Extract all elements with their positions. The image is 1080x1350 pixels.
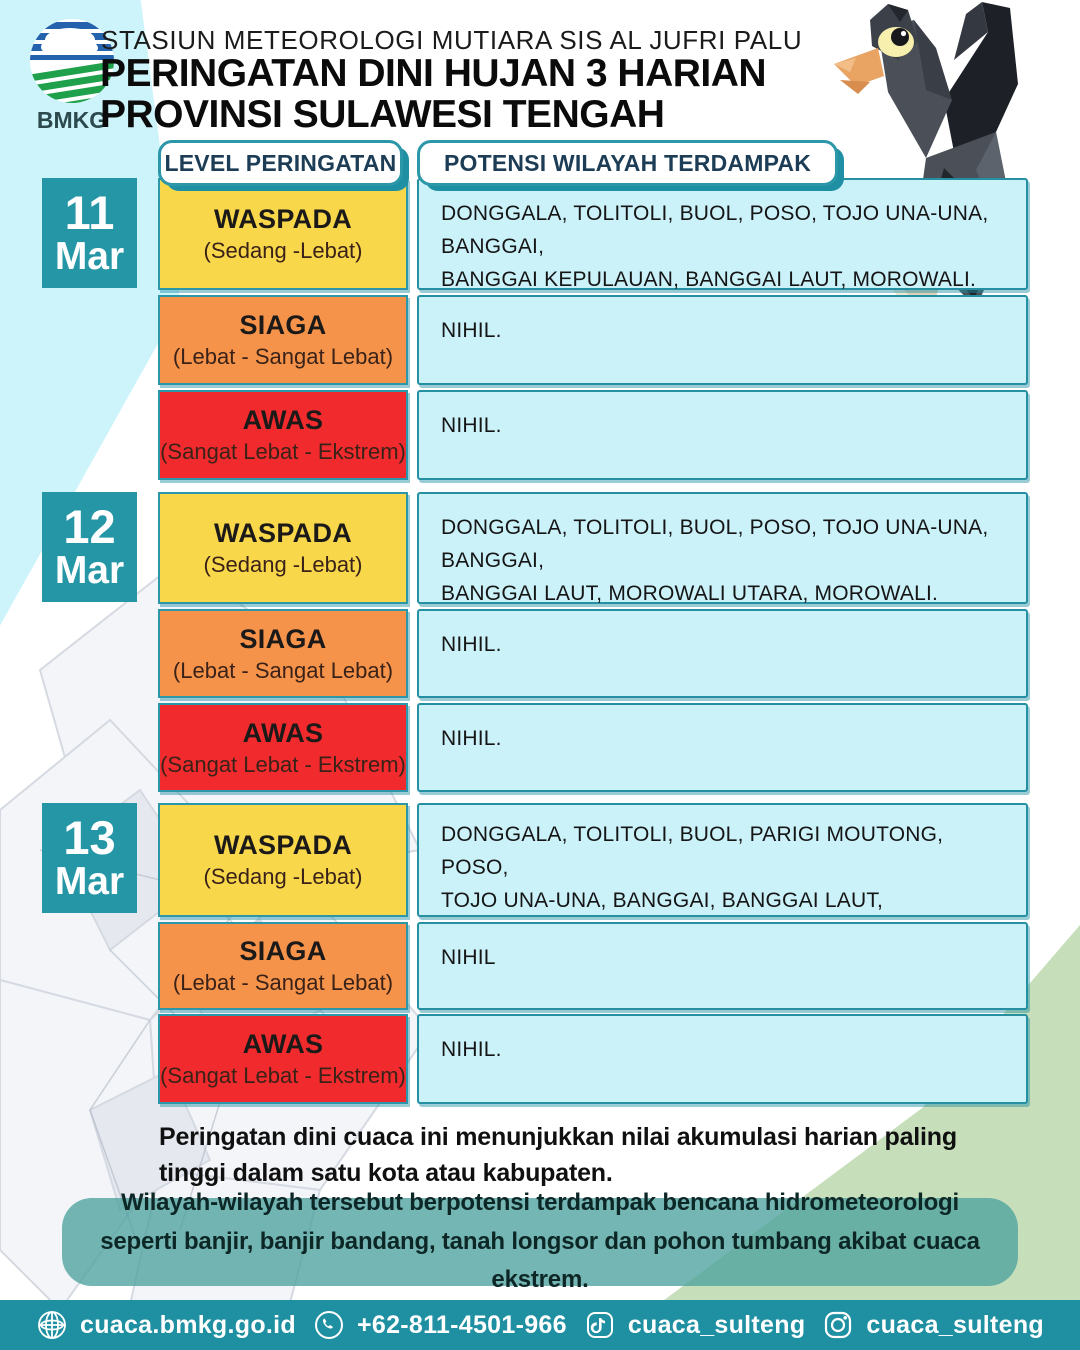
- level-name: SIAGA: [239, 936, 327, 966]
- bmkg-logo: BMKG: [30, 19, 114, 133]
- whatsapp-icon: [314, 1311, 343, 1339]
- date-number: 11: [64, 185, 115, 239]
- regions-cell: NIHIL.: [417, 609, 1028, 698]
- level-cell-waspada: WASPADA (Sedang -Lebat): [158, 492, 408, 604]
- whatsapp-label: +62-811-4501-966: [356, 1310, 567, 1339]
- regions-text: NIHIL: [441, 946, 496, 969]
- impact-note-box: Wilayah-wilayah tersebut berpotensi terd…: [62, 1189, 1018, 1293]
- regions-text: NIHIL.: [441, 1038, 502, 1061]
- level-range: (Sangat Lebat - Ekstrem): [160, 439, 406, 464]
- regions-text: DONGGALA, TOLITOLI, BUOL, POSO, TOJO UNA…: [441, 202, 989, 292]
- regions-text: NIHIL.: [441, 319, 502, 342]
- level-cell-waspada: WASPADA (Sedang -Lebat): [158, 178, 408, 290]
- whatsapp-link[interactable]: +62-811-4501-966: [313, 1309, 567, 1341]
- regions-text: NIHIL.: [441, 414, 502, 437]
- regions-text: DONGGALA, TOLITOLI, BUOL, POSO, TOJO UNA…: [441, 516, 989, 606]
- level-name: WASPADA: [213, 830, 353, 860]
- regions-cell: DONGGALA, TOLITOLI, BUOL, POSO, TOJO UNA…: [417, 178, 1028, 291]
- date-month: Mar: [54, 860, 125, 904]
- regions-text: NIHIL.: [441, 633, 502, 656]
- instagram-label: cuaca_sulteng: [866, 1310, 1044, 1339]
- title-line-2: PROVINSI SULAWESI TENGAH: [100, 92, 665, 136]
- website-link[interactable]: cuaca.bmkg.go.id: [36, 1309, 296, 1341]
- instagram-link[interactable]: cuaca_sulteng: [822, 1309, 1044, 1341]
- regions-cell: NIHIL.: [417, 703, 1028, 792]
- station-name: STASIUN METEOROLOGI MUTIARA SIS AL JUFRI…: [101, 25, 803, 55]
- date-badge-11-mar: 11 Mar: [42, 178, 137, 288]
- level-name: WASPADA: [213, 204, 353, 234]
- level-cell-awas: AWAS (Sangat Lebat - Ekstrem): [158, 703, 408, 792]
- level-range: (Sangat Lebat - Ekstrem): [160, 1063, 406, 1088]
- globe-icon: [38, 1311, 66, 1339]
- instagram-icon: [825, 1311, 852, 1339]
- level-name: AWAS: [242, 1029, 324, 1059]
- level-cell-awas: AWAS (Sangat Lebat - Ekstrem): [158, 390, 408, 480]
- level-range: (Lebat - Sangat Lebat): [172, 657, 394, 683]
- tiktok-label: cuaca_sulteng: [627, 1310, 806, 1339]
- title-line-1: PERINGATAN DINI HUJAN 3 HARIAN: [100, 52, 767, 95]
- date-month: Mar: [54, 235, 125, 279]
- regions-cell: NIHIL.: [417, 295, 1028, 385]
- level-range: (Sedang -Lebat): [203, 238, 363, 263]
- page-title: PERINGATAN DINI HUJAN 3 HARIAN PROVINSI …: [100, 52, 767, 136]
- impact-note-text: Wilayah-wilayah tersebut berpotensi terd…: [100, 1189, 980, 1294]
- level-range: (Lebat - Sangat Lebat): [172, 344, 394, 369]
- level-range: (Sangat Lebat - Ekstrem): [160, 751, 406, 777]
- bmkg-logo-text: BMKG: [37, 107, 107, 133]
- level-name: WASPADA: [213, 518, 353, 548]
- regions-cell: NIHIL.: [417, 1014, 1028, 1104]
- level-cell-siaga: SIAGA (Lebat - Sangat Lebat): [158, 295, 408, 385]
- website-label: cuaca.bmkg.go.id: [80, 1310, 296, 1339]
- level-cell-awas: AWAS (Sangat Lebat - Ekstrem): [158, 1014, 408, 1104]
- column-header-level: LEVEL PERINGATAN: [158, 140, 403, 186]
- tiktok-link[interactable]: cuaca_sulteng: [584, 1309, 806, 1341]
- level-name: SIAGA: [239, 623, 327, 654]
- level-name: AWAS: [242, 717, 324, 748]
- date-number: 13: [63, 810, 116, 864]
- contact-footer-bar: cuaca.bmkg.go.id +62-811-4501-966 cuaca_…: [0, 1300, 1080, 1350]
- regions-cell: DONGGALA, TOLITOLI, BUOL, POSO, TOJO UNA…: [417, 492, 1028, 605]
- level-range: (Sedang -Lebat): [203, 552, 363, 577]
- tiktok-icon: [586, 1312, 613, 1338]
- level-cell-siaga: SIAGA (Lebat - Sangat Lebat): [158, 609, 408, 698]
- regions-cell: NIHIL.: [417, 390, 1028, 480]
- date-number: 12: [63, 499, 116, 553]
- date-month: Mar: [54, 549, 125, 593]
- regions-text: NIHIL.: [441, 727, 502, 750]
- level-cell-siaga: SIAGA (Lebat - Sangat Lebat): [158, 922, 408, 1010]
- date-badge-13-mar: 13 Mar: [42, 803, 137, 913]
- level-name: SIAGA: [239, 310, 327, 340]
- date-badge-12-mar: 12 Mar: [42, 492, 137, 602]
- column-header-regions: POTENSI WILAYAH TERDAMPAK: [417, 140, 838, 186]
- regions-cell: DONGGALA, TOLITOLI, BUOL, PARIGI MOUTONG…: [417, 803, 1028, 979]
- level-range: (Lebat - Sangat Lebat): [172, 970, 394, 995]
- level-name: AWAS: [242, 405, 324, 435]
- accumulation-note: Peringatan dini cuaca ini menunjukkan ni…: [159, 1123, 957, 1187]
- regions-cell: NIHIL: [417, 922, 1028, 1010]
- level-cell-waspada: WASPADA (Sedang -Lebat): [158, 803, 408, 917]
- level-range: (Sedang -Lebat): [203, 864, 363, 889]
